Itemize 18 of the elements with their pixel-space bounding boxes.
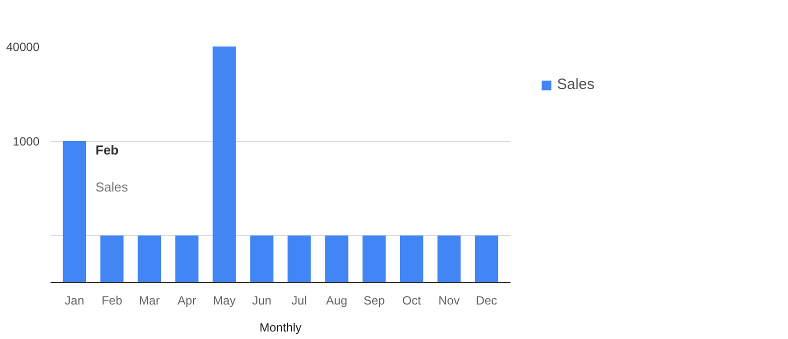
x-tick-label: Jul: [292, 294, 307, 308]
x-tick-label: Oct: [402, 294, 422, 308]
x-tick-label: May: [212, 294, 236, 308]
x-tick-label: Nov: [438, 294, 460, 308]
x-tick-label: Aug: [326, 294, 348, 308]
x-tick-label: Sep: [363, 294, 386, 308]
y-tick-label: 1000: [12, 134, 40, 149]
x-tick-label: Feb: [102, 294, 123, 308]
x-tick-label: Jan: [64, 294, 84, 308]
legend-label: Sales: [557, 76, 595, 93]
annotation: Feb: [96, 142, 119, 158]
x-tick-label: Dec: [476, 294, 498, 308]
x-tick-label: Jun: [252, 294, 272, 308]
annotation: Sales: [96, 180, 129, 194]
x-tick-label: Mar: [139, 294, 160, 308]
x-axis-title: Monthly: [259, 320, 302, 334]
y-tick-label: 40000: [6, 40, 40, 54]
x-tick-label: Apr: [178, 294, 196, 308]
